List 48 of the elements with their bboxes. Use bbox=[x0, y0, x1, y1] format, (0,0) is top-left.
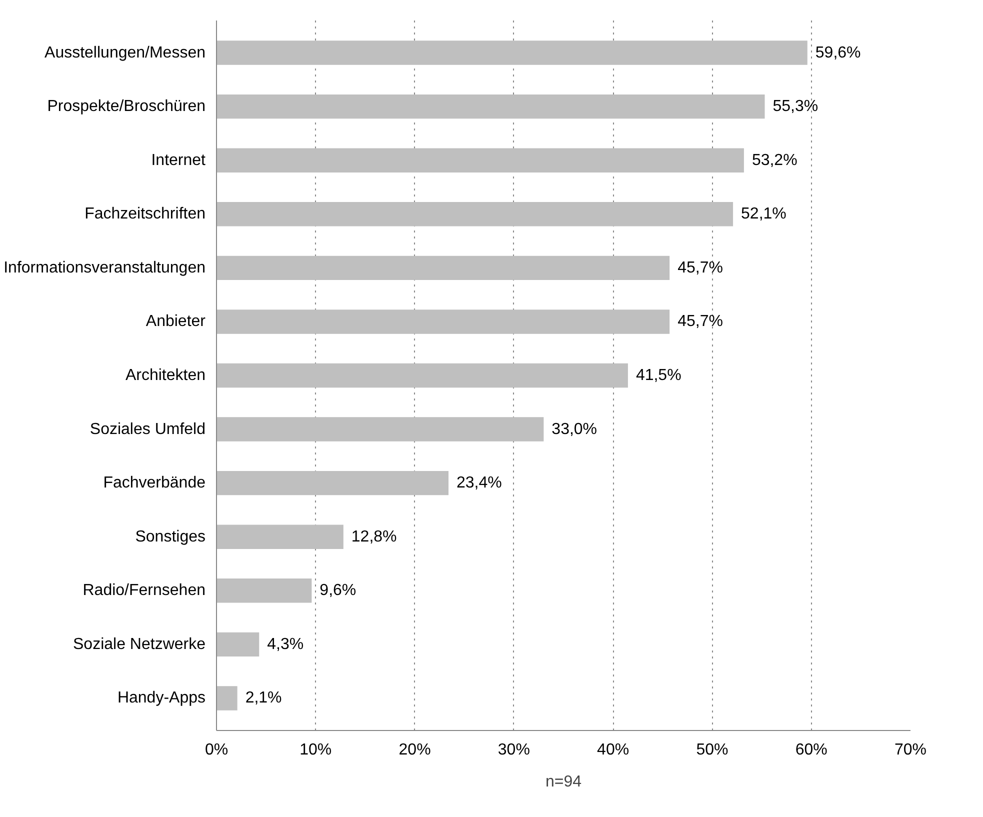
data-label: 45,7% bbox=[678, 313, 723, 330]
y-tick-label: Handy-Apps bbox=[117, 690, 206, 707]
bar bbox=[216, 632, 260, 657]
data-label: 53,2% bbox=[752, 152, 798, 169]
y-tick-label: Internet bbox=[151, 152, 206, 169]
x-tick-label: 60% bbox=[795, 742, 828, 758]
bar bbox=[216, 470, 448, 496]
y-tick-label: Prospekte/Broschüren bbox=[47, 98, 206, 116]
bar bbox=[216, 256, 670, 280]
data-label: 4,3% bbox=[267, 636, 304, 653]
y-tick-label: Ausstellungen/Messen bbox=[44, 44, 206, 62]
data-label: 23,4% bbox=[456, 474, 502, 492]
bar bbox=[216, 686, 238, 710]
y-tick-label: Soziales Umfeld bbox=[90, 420, 206, 438]
x-tick-label: 30% bbox=[498, 742, 530, 758]
bar bbox=[216, 310, 670, 334]
bar bbox=[216, 94, 765, 119]
x-tick-label: 0% bbox=[204, 742, 228, 758]
bar bbox=[216, 202, 734, 226]
bar bbox=[216, 363, 628, 388]
bar bbox=[216, 524, 344, 549]
text: n=94 bbox=[545, 774, 582, 790]
data-label: 9,6% bbox=[320, 582, 356, 600]
y-tick-label: Soziale Netzwerke bbox=[73, 636, 206, 653]
y-tick-label: Anbieter bbox=[146, 313, 206, 330]
data-label: 55,3% bbox=[772, 98, 818, 116]
x-tick-label: 10% bbox=[300, 742, 332, 758]
data-label: 52,1% bbox=[741, 206, 786, 223]
y-tick-label: Architekten bbox=[125, 367, 206, 384]
y-tick-label: Informationsveranstaltungen bbox=[4, 259, 206, 276]
data-label: 33,0% bbox=[552, 420, 598, 438]
x-tick-label: 50% bbox=[696, 742, 728, 758]
data-label: 12,8% bbox=[351, 528, 397, 546]
y-tick-label: Fachverbände bbox=[103, 474, 206, 492]
x-tick-label: 70% bbox=[894, 742, 927, 758]
y-tick-label: Fachzeitschriften bbox=[84, 206, 206, 223]
bar bbox=[216, 40, 808, 65]
y-tick-label: Radio/Fernsehen bbox=[82, 582, 206, 600]
bar bbox=[216, 417, 544, 442]
data-label: 45,7% bbox=[678, 259, 723, 276]
y-tick-label: Sonstiges bbox=[135, 528, 206, 546]
data-label: 2,1% bbox=[245, 690, 282, 707]
bar bbox=[216, 148, 744, 172]
data-label: 41,5% bbox=[636, 367, 682, 384]
data-label: 59,6% bbox=[815, 44, 861, 62]
x-tick-label: 20% bbox=[398, 742, 431, 758]
bar bbox=[216, 578, 312, 603]
x-tick-label: 40% bbox=[597, 742, 630, 758]
